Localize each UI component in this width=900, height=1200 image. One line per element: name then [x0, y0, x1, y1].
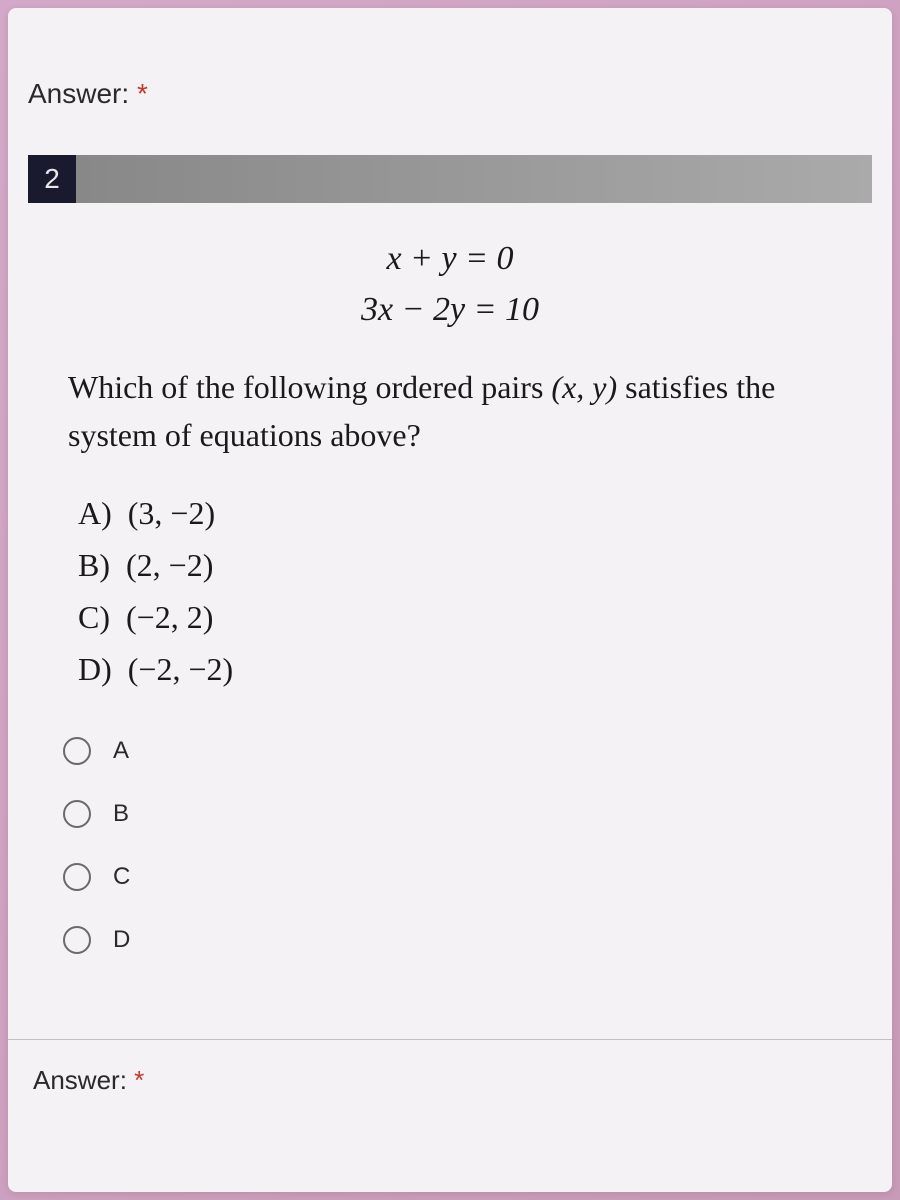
answer-choice-b: B) (2, −2) — [78, 541, 832, 589]
answer-label-text: Answer: — [28, 78, 129, 109]
radio-option-a[interactable]: A — [63, 737, 872, 765]
radio-option-c[interactable]: C — [63, 863, 872, 891]
prompt-text-1: Which of the following ordered pairs — [68, 369, 551, 405]
required-asterisk: * — [134, 1065, 144, 1095]
answer-label-text: Answer: — [33, 1065, 127, 1095]
radio-options-group: A B C D — [28, 727, 872, 1019]
answer-choices-list: A) (3, −2) B) (2, −2) C) (−2, 2) D) (−2,… — [68, 489, 832, 693]
equation-line-2: 3x − 2y = 10 — [68, 284, 832, 335]
question-content: x + y = 0 3x − 2y = 10 Which of the foll… — [28, 218, 872, 727]
question-header-bar: 2 — [28, 155, 872, 203]
radio-circle-icon — [63, 737, 91, 765]
answer-choice-a: A) (3, −2) — [78, 489, 832, 537]
answer-label-top: Answer: * — [28, 78, 872, 110]
radio-option-b[interactable]: B — [63, 800, 872, 828]
question-number-badge: 2 — [28, 155, 76, 203]
choice-letter: B) — [78, 547, 110, 583]
prompt-variable: (x, y) — [551, 369, 617, 405]
radio-option-d[interactable]: D — [63, 926, 872, 954]
equations-block: x + y = 0 3x − 2y = 10 — [68, 233, 832, 335]
choice-value: (−2, −2) — [128, 651, 233, 687]
radio-circle-icon — [63, 800, 91, 828]
radio-label: D — [113, 926, 130, 954]
question-bar-fill — [76, 155, 872, 203]
required-asterisk: * — [137, 78, 148, 109]
choice-letter: C) — [78, 599, 110, 635]
answer-choice-c: C) (−2, 2) — [78, 593, 832, 641]
radio-label: C — [113, 863, 130, 891]
choice-value: (−2, 2) — [126, 599, 213, 635]
choice-letter: A) — [78, 495, 112, 531]
choice-value: (2, −2) — [126, 547, 213, 583]
question-prompt: Which of the following ordered pairs (x,… — [68, 363, 832, 459]
radio-circle-icon — [63, 926, 91, 954]
answer-choice-d: D) (−2, −2) — [78, 645, 832, 693]
radio-circle-icon — [63, 863, 91, 891]
answer-label-bottom: Answer: * — [28, 1040, 872, 1096]
equation-line-1: x + y = 0 — [68, 233, 832, 284]
choice-value: (3, −2) — [128, 495, 215, 531]
radio-label: A — [113, 737, 129, 765]
form-container: Answer: * 2 x + y = 0 3x − 2y = 10 Which… — [8, 8, 892, 1192]
radio-label: B — [113, 800, 129, 828]
choice-letter: D) — [78, 651, 112, 687]
